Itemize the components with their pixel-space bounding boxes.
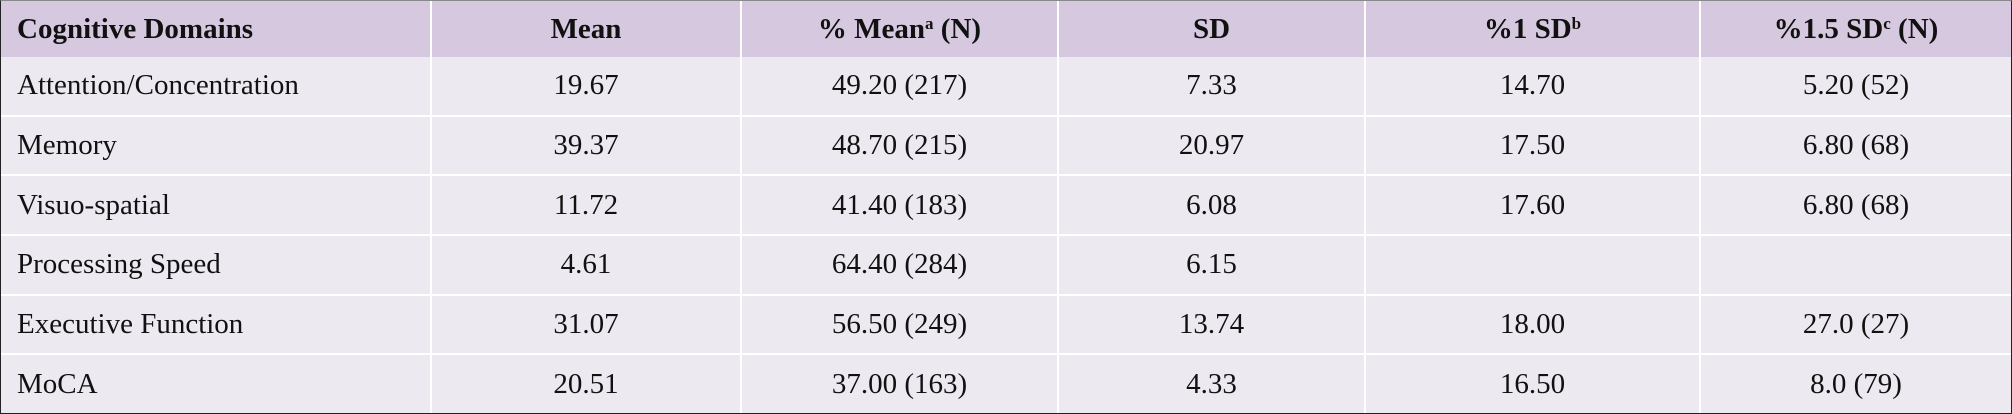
data-cell: 4.61 bbox=[430, 233, 742, 296]
header-footnote-mark: c bbox=[1883, 13, 1891, 33]
data-cell: 6.15 bbox=[1057, 233, 1366, 296]
header-footnote-mark: a bbox=[925, 13, 934, 33]
row-label: MoCA bbox=[1, 353, 432, 413]
table-row: Executive Function 31.07 56.50 (249) 13.74 1… bbox=[1, 293, 2011, 356]
data-cell: 37.00 (163) bbox=[740, 353, 1059, 413]
header-text: % Mean bbox=[817, 12, 926, 45]
data-cell: 39.37 bbox=[430, 114, 742, 177]
header-cell: % Meana (N) bbox=[740, 1, 1059, 57]
data-cell: 6.80 (68) bbox=[1699, 174, 2011, 236]
table-row: Attention/Concentration 19.67 49.20 (217) 7… bbox=[1, 57, 2011, 117]
header-suffix: (N) bbox=[933, 12, 982, 45]
data-cell: 64.40 (284) bbox=[740, 233, 1059, 296]
data-cell: 6.08 bbox=[1057, 174, 1366, 236]
data-cell: 14.70 bbox=[1364, 57, 1701, 117]
data-cell: 8.0 (79) bbox=[1699, 353, 2011, 413]
header-cell: %1 SDb bbox=[1364, 1, 1701, 57]
header-text: Mean bbox=[550, 12, 622, 45]
table-body: Attention/Concentration 19.67 49.20 (217) 7… bbox=[1, 57, 2011, 413]
data-cell: 11.72 bbox=[430, 174, 742, 236]
data-cell: 13.74 bbox=[1057, 293, 1366, 356]
data-cell: 48.70 (215) bbox=[740, 114, 1059, 177]
empty-cell bbox=[1364, 233, 1701, 296]
header-suffix: (N) bbox=[1890, 12, 1939, 45]
header-cell: Mean bbox=[430, 1, 742, 57]
data-cell: 27.0 (27) bbox=[1699, 293, 2011, 356]
row-label: Attention/Concentration bbox=[1, 57, 432, 117]
data-cell: 18.00 bbox=[1364, 293, 1701, 356]
header-text: Cognitive Domains bbox=[17, 12, 254, 45]
row-label: Memory bbox=[1, 114, 432, 177]
empty-cell bbox=[1699, 233, 2011, 296]
table-row: Visuo-spatial 11.72 41.40 (183) 6.08 17.60 6.… bbox=[1, 174, 2011, 236]
row-label: Processing Speed bbox=[1, 233, 432, 296]
data-cell: 31.07 bbox=[430, 293, 742, 356]
table-row: Memory 39.37 48.70 (215) 20.97 17.50 6.80 (68… bbox=[1, 114, 2011, 177]
header-cell: %1.5 SDc (N) bbox=[1699, 1, 2011, 57]
data-cell: 41.40 (183) bbox=[740, 174, 1059, 236]
header-footnote-mark: b bbox=[1571, 13, 1582, 33]
header-cell: SD bbox=[1057, 1, 1366, 57]
table-row: Processing Speed 4.61 64.40 (284) 6.15 bbox=[1, 233, 2011, 296]
data-cell: 16.50 bbox=[1364, 353, 1701, 413]
table-row: MoCA 20.51 37.00 (163) 4.33 16.50 8.0 (79) bbox=[1, 353, 2011, 413]
data-cell: 17.50 bbox=[1364, 114, 1701, 177]
row-label: Visuo-spatial bbox=[1, 174, 432, 236]
data-cell: 20.51 bbox=[430, 353, 742, 413]
row-label: Executive Function bbox=[1, 293, 432, 356]
data-cell: 56.50 (249) bbox=[740, 293, 1059, 356]
header-text: %1 SD bbox=[1483, 12, 1572, 45]
header-row: Cognitive Domains Mean % Meana (N) SD %1 SDb… bbox=[1, 1, 2011, 57]
header-cell: Cognitive Domains bbox=[1, 1, 432, 57]
data-cell: 19.67 bbox=[430, 57, 742, 117]
header-text: SD bbox=[1192, 12, 1231, 45]
header-text: %1.5 SD bbox=[1773, 12, 1884, 45]
data-cell: 5.20 (52) bbox=[1699, 57, 2011, 117]
data-cell: 4.33 bbox=[1057, 353, 1366, 413]
data-cell: 17.60 bbox=[1364, 174, 1701, 236]
data-cell: 7.33 bbox=[1057, 57, 1366, 117]
data-cell: 20.97 bbox=[1057, 114, 1366, 177]
data-cell: 49.20 (217) bbox=[740, 57, 1059, 117]
data-cell: 6.80 (68) bbox=[1699, 114, 2011, 177]
